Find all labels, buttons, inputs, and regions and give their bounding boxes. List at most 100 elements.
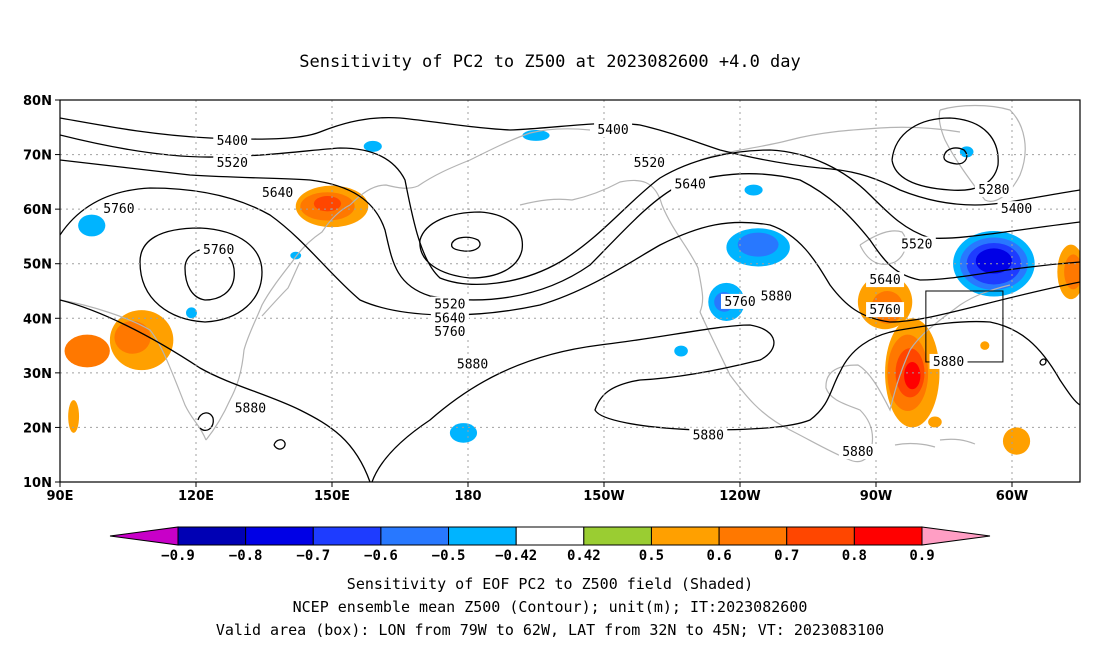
contour-label-bg xyxy=(231,400,270,416)
colorbar-label: 0.8 xyxy=(842,548,867,564)
shaded-region xyxy=(68,400,80,433)
shaded-region xyxy=(737,232,779,257)
contour-label-bg xyxy=(630,154,669,170)
colorbar-label: 0.5 xyxy=(639,548,664,564)
lon-tick-label: 180 xyxy=(454,489,481,504)
contour-labels: 5400552056405760576054005520564055205640… xyxy=(99,122,1036,460)
lat-tick-label: 40N xyxy=(23,312,52,327)
colorbar: −0.9 −0.8 −0.7 −0.6 −0.5 −0.42 0.42 0.5 0.6 0.7 0.… xyxy=(109,526,991,564)
contour-label: 5880 xyxy=(933,355,964,370)
lon-tick-label: 90W xyxy=(860,489,892,504)
colorbar-label: −0.5 xyxy=(432,548,466,564)
contour-label-bg xyxy=(258,184,297,200)
coastline-asia xyxy=(60,204,351,441)
sensitivity-shading xyxy=(64,130,1080,455)
contour-label: 5880 xyxy=(457,358,488,373)
caption-line-2: NCEP ensemble mean Z500 (Contour); unit(… xyxy=(293,598,808,616)
lat-tick-label: 60N xyxy=(23,203,52,218)
lon-tick-label: 120E xyxy=(178,489,214,504)
contour-label: 5640 xyxy=(434,311,465,326)
colorbar-bin xyxy=(515,526,585,546)
shaded-region xyxy=(186,307,197,319)
coastline-arctic xyxy=(699,126,961,161)
contour-label: 5880 xyxy=(761,289,792,304)
colorbar-label: −0.8 xyxy=(229,548,263,564)
contour-label: 5880 xyxy=(842,445,873,460)
contour-label: 5640 xyxy=(674,178,705,193)
contour-label: 5880 xyxy=(235,401,266,416)
lat-tick-label: 10N xyxy=(23,476,52,491)
colorbar-min-arrow xyxy=(109,526,179,546)
map-gridlines xyxy=(60,100,1080,482)
colorbar-bin xyxy=(718,526,788,546)
coastline-north-america xyxy=(699,284,1011,463)
lat-tick-label: 70N xyxy=(23,149,52,164)
colorbar-bin xyxy=(650,526,720,546)
contour-label: 5640 xyxy=(262,186,293,201)
contour-5760-ring-pacific xyxy=(139,227,263,323)
lon-tick-label: 90E xyxy=(47,489,74,504)
contour-5880-philippines xyxy=(197,412,214,432)
contour-5160-low-atlantic xyxy=(943,147,968,165)
contour-label: 5520 xyxy=(217,156,248,171)
contour-label-bg xyxy=(838,443,877,459)
lat-tick-label: 30N xyxy=(23,367,52,382)
shaded-region xyxy=(975,248,1012,274)
shaded-region xyxy=(1002,427,1031,455)
contour-label: 5520 xyxy=(901,238,932,253)
contour-label-bg xyxy=(430,323,469,339)
contour-label-bg xyxy=(671,176,710,192)
contour-5760 xyxy=(60,187,1080,323)
contour-label: 5400 xyxy=(597,123,628,138)
contour-label-bg xyxy=(866,272,905,288)
contour-label: 5640 xyxy=(869,273,900,288)
longitude-axis: 90E 120E 150E 180 150W 120W 90W 60W xyxy=(47,482,1028,504)
shaded-region xyxy=(928,416,942,428)
contour-label-bg xyxy=(689,427,728,443)
contour-5520 xyxy=(60,134,1080,285)
shaded-region xyxy=(449,423,478,443)
colorbar-bin xyxy=(177,526,247,546)
colorbar-bin xyxy=(380,526,450,546)
colorbar-bin xyxy=(786,526,855,546)
colorbar-max-arrow xyxy=(921,526,991,546)
colorbar-label: −0.9 xyxy=(161,548,195,564)
contour-label-bg xyxy=(430,310,469,326)
colorbar-label: −0.6 xyxy=(364,548,398,564)
shaded-region xyxy=(78,214,106,237)
lat-tick-label: 80N xyxy=(23,94,52,109)
contour-5280-low-atlantic xyxy=(891,117,999,191)
lon-tick-label: 150W xyxy=(583,489,624,504)
lat-tick-label: 50N xyxy=(23,258,52,273)
colorbar-bin xyxy=(583,526,652,546)
contour-label-bg xyxy=(430,296,469,312)
contour-label-bg xyxy=(99,201,138,217)
colorbar-label: 0.6 xyxy=(706,548,731,564)
coastline-caribbean xyxy=(894,438,976,448)
shaded-region xyxy=(744,184,763,196)
contour-label: 5520 xyxy=(434,298,465,313)
colorbar-bin xyxy=(245,526,314,546)
shaded-region xyxy=(904,361,921,390)
colorbar-label: −0.42 xyxy=(495,548,537,564)
contour-label-bg xyxy=(757,288,796,304)
contour-label-bg xyxy=(594,122,633,138)
contour-label-bg xyxy=(199,242,238,258)
contour-5880-small-pacific xyxy=(273,439,286,450)
map-frame xyxy=(59,99,1081,483)
contour-5880-high-atlantic xyxy=(1039,358,1047,366)
latitude-axis: 80N 70N 60N 50N 40N 30N 20N 10N xyxy=(23,94,60,491)
coastlines xyxy=(60,104,1026,463)
colorbar-bin xyxy=(448,526,517,546)
contour-label: 5520 xyxy=(634,156,665,171)
contour-5400-low-pacific xyxy=(450,236,481,252)
coastline-siberia xyxy=(349,128,591,206)
lon-tick-label: 120W xyxy=(719,489,760,504)
contour-5640 xyxy=(60,159,1080,301)
shaded-region xyxy=(64,334,110,368)
contour-label: 5760 xyxy=(103,202,134,217)
coastline-japan xyxy=(261,261,301,317)
caption-line-1: Sensitivity of EOF PC2 to Z500 field (Sh… xyxy=(347,575,753,593)
colorbar-label: 0.9 xyxy=(909,548,934,564)
